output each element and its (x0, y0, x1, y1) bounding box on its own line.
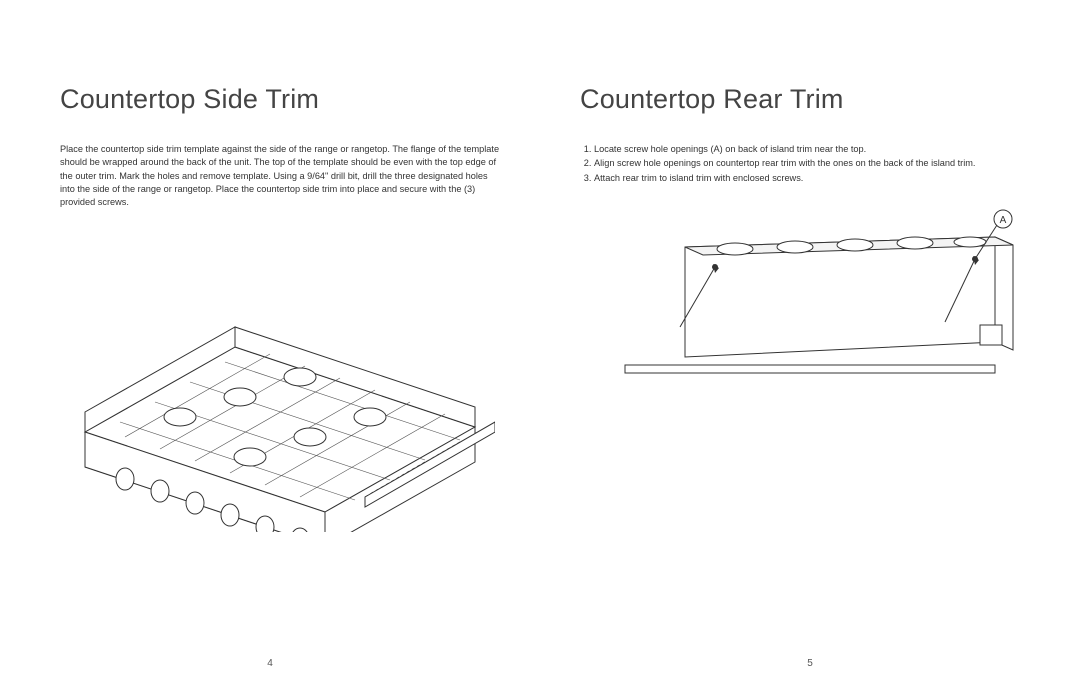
left-paragraph: Place the countertop side trim template … (60, 143, 500, 210)
rangetop-diagram (65, 232, 495, 532)
right-page-number: 5 (540, 658, 1080, 669)
rear-trim-diagram: A (585, 207, 1015, 397)
left-page: Countertop Side Trim Place the counterto… (0, 0, 540, 699)
step-1: Locate screw hole openings (A) on back o… (594, 143, 1020, 156)
callout-a: A (994, 210, 1012, 228)
right-steps: Locate screw hole openings (A) on back o… (580, 143, 1020, 185)
two-page-spread: Countertop Side Trim Place the counterto… (0, 0, 1080, 699)
right-page: Countertop Rear Trim Locate screw hole o… (540, 0, 1080, 699)
left-heading: Countertop Side Trim (60, 84, 500, 115)
step-2: Align screw hole openings on countertop … (594, 157, 1020, 170)
right-diagram-area: A (580, 207, 1020, 397)
left-page-number: 4 (0, 658, 540, 669)
right-heading: Countertop Rear Trim (580, 84, 1020, 115)
callout-a-label: A (1000, 215, 1007, 226)
step-3: Attach rear trim to island trim with enc… (594, 172, 1020, 185)
left-diagram-area (60, 232, 500, 532)
